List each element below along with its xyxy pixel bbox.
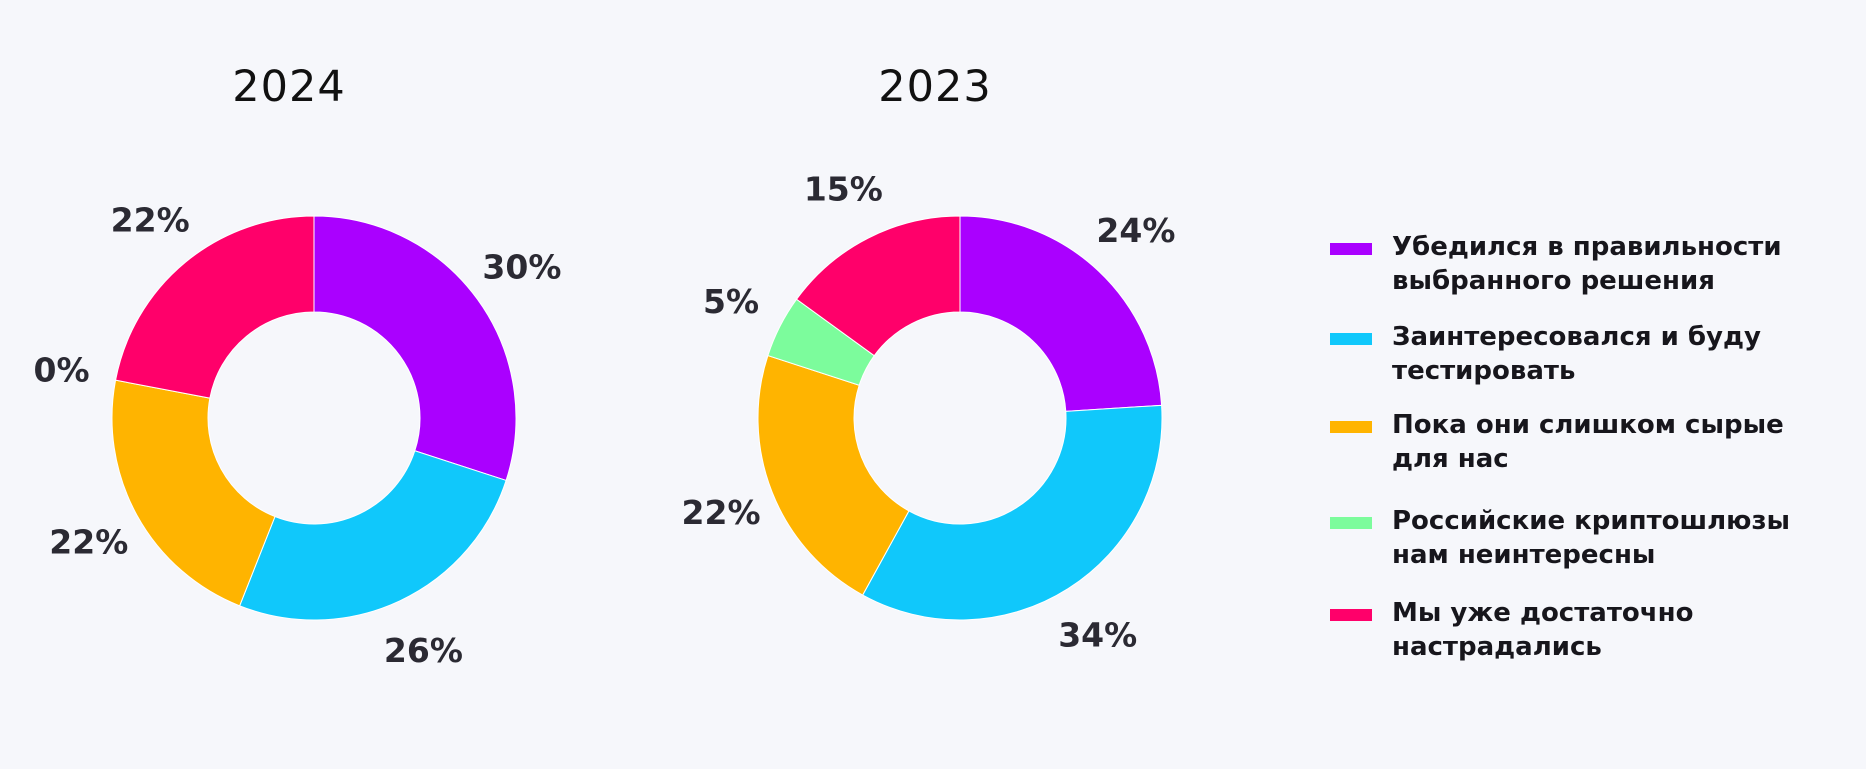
slice-2024-too-raw (111, 379, 276, 607)
slice-2024-interested (238, 450, 507, 621)
slice-2024-suffered (114, 215, 315, 399)
data-label-2023-confirmed: 24% (1096, 211, 1175, 250)
legend-swatch-too-raw (1330, 421, 1372, 433)
legend-label-suffered: Мы уже достаточно настрадались (1392, 598, 1694, 662)
legend-swatch-confirmed (1330, 243, 1372, 255)
data-label-2023-interested: 34% (1058, 615, 1137, 654)
legend-label-confirmed: Убедился в правильности выбранного решен… (1392, 232, 1782, 296)
data-label-2023-suffered: 15% (804, 170, 883, 209)
donut-2024: 30% 26% 22% 0% 22% (34, 200, 562, 670)
chart-title-2024: 2024 (232, 62, 346, 112)
slice-2023-confirmed (959, 215, 1163, 412)
legend-label-interested: Заинтересовался и буду тестировать (1392, 322, 1761, 386)
donut-2023: 24% 34% 22% 5% 15% (682, 170, 1176, 655)
slice-2024-confirmed (313, 215, 517, 482)
legend-swatch-interested (1330, 333, 1372, 345)
slice-2023-interested (862, 404, 1163, 621)
legend-swatch-suffered (1330, 609, 1372, 621)
data-label-2024-suffered: 22% (111, 200, 190, 239)
data-label-2024-too-raw: 22% (49, 522, 128, 561)
slice-2023-too-raw (757, 354, 910, 596)
data-label-2024-interested: 26% (384, 631, 463, 670)
data-label-2024-not-interested: 0% (34, 350, 90, 389)
legend-label-not-interested: Российские криптошлюзы нам неинтересны (1392, 506, 1791, 570)
data-label-2023-too-raw: 22% (682, 493, 761, 532)
legend-swatch-not-interested (1330, 517, 1372, 529)
chart-title-2023: 2023 (878, 62, 992, 112)
slice-2023-suffered (795, 215, 961, 357)
data-label-2023-not-interested: 5% (703, 282, 759, 321)
legend-label-too-raw: Пока они слишком сырые для нас (1392, 410, 1784, 474)
data-label-2024-confirmed: 30% (482, 247, 561, 286)
